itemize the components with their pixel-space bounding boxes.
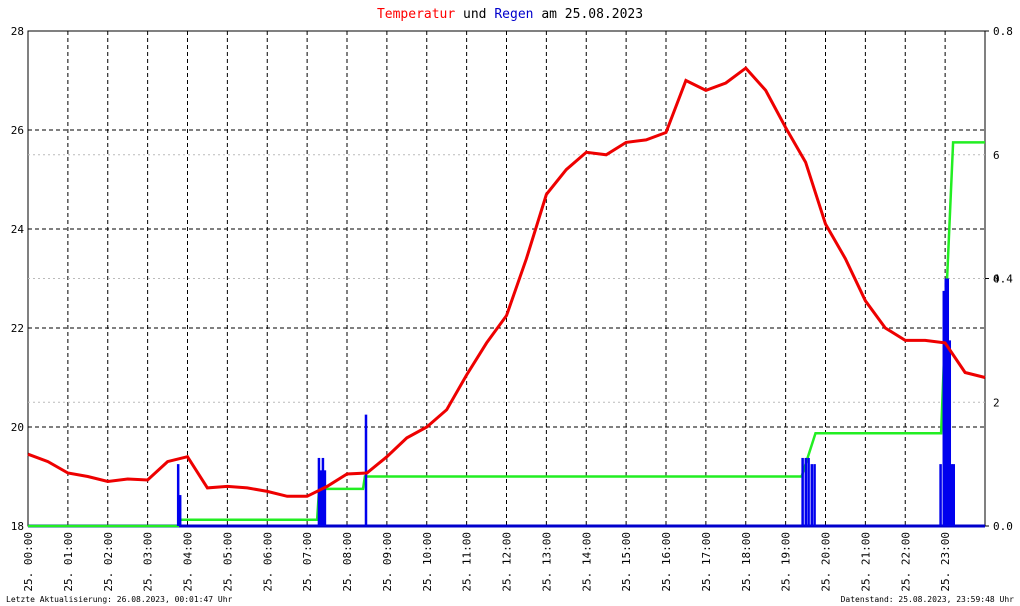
y3-tick-label: 2 — [993, 396, 1000, 409]
x-tick-label: 25. 15:00 — [620, 532, 633, 592]
y2-tick-label: 0.8 — [993, 25, 1013, 38]
x-tick-label: 25. 04:00 — [182, 532, 195, 592]
rain-bar — [939, 464, 942, 526]
x-tick-label: 25. 12:00 — [501, 532, 514, 592]
rain-bar — [319, 470, 323, 526]
rain-bar — [950, 464, 954, 526]
y-tick-label: 20 — [11, 421, 24, 434]
rain-bar — [948, 340, 952, 526]
x-tick-label: 25. 11:00 — [461, 532, 474, 592]
rain-bar — [323, 470, 327, 526]
title-part: Regen — [494, 7, 541, 22]
rain-bar — [364, 414, 368, 526]
y-tick-label: 18 — [11, 520, 24, 533]
footer-right: Datenstand: 25.08.2023, 23:59:48 Uhr — [841, 595, 1015, 604]
x-tick-label: 25. 03:00 — [142, 532, 155, 592]
x-tick-label: 25. 10:00 — [421, 532, 434, 592]
x-tick-label: 25. 00:00 — [22, 532, 35, 592]
x-tick-label: 25. 08:00 — [341, 532, 354, 592]
title-part: am 25.08.2023 — [541, 7, 643, 22]
rain-bar — [176, 464, 180, 526]
rain-bar — [944, 278, 948, 526]
x-tick-label: 25. 02:00 — [102, 532, 115, 592]
y3-tick-label: 4 — [993, 273, 1000, 286]
y2-tick-label: 0.4 — [993, 273, 1013, 286]
x-tick-label: 25. 05:00 — [221, 532, 234, 592]
x-tick-label: 25. 14:00 — [580, 532, 593, 592]
x-tick-label: 25. 09:00 — [381, 532, 394, 592]
x-tick-label: 25. 21:00 — [859, 532, 872, 592]
rain-bar — [807, 457, 810, 526]
rain-bar — [813, 464, 816, 526]
y3-tick-label: 6 — [993, 149, 1000, 162]
x-tick-label: 25. 07:00 — [301, 532, 314, 592]
series-line — [27, 66, 986, 498]
y-tick-label: 22 — [11, 322, 24, 335]
y-tick-label: 26 — [11, 124, 24, 137]
rain-bar — [321, 457, 325, 526]
y2-tick-label: 0.0 — [993, 520, 1013, 533]
x-tick-label: 25. 18:00 — [740, 532, 753, 592]
footer-left: Letzte Aktualisierung: 26.08.2023, 00:01… — [6, 595, 233, 604]
x-tick-label: 25. 13:00 — [540, 532, 553, 592]
rain-bar — [942, 290, 946, 526]
x-tick-label: 25. 20:00 — [820, 532, 833, 592]
rain-bar — [804, 457, 808, 526]
y-tick-label: 24 — [11, 223, 25, 236]
chart-title: Temperatur und Regen am 25.08.2023 — [377, 7, 643, 22]
x-tick-label: 25. 17:00 — [700, 532, 713, 592]
rain-bar — [946, 278, 950, 526]
x-tick-label: 25. 01:00 — [62, 532, 75, 592]
y-tick-label: 28 — [11, 25, 24, 38]
x-tick-label: 25. 16:00 — [660, 532, 673, 592]
x-tick-label: 25. 22:00 — [899, 532, 912, 592]
x-tick-label: 25. 23:00 — [939, 532, 952, 592]
x-tick-label: 25. 19:00 — [780, 532, 793, 592]
title-part: Temperatur — [377, 7, 463, 22]
rain-bar — [178, 495, 182, 526]
rain-bar — [801, 457, 804, 526]
rain-bar — [952, 464, 955, 526]
x-tick-label: 25. 06:00 — [261, 532, 274, 592]
title-part: und — [463, 7, 494, 22]
rain-bar — [810, 464, 814, 526]
